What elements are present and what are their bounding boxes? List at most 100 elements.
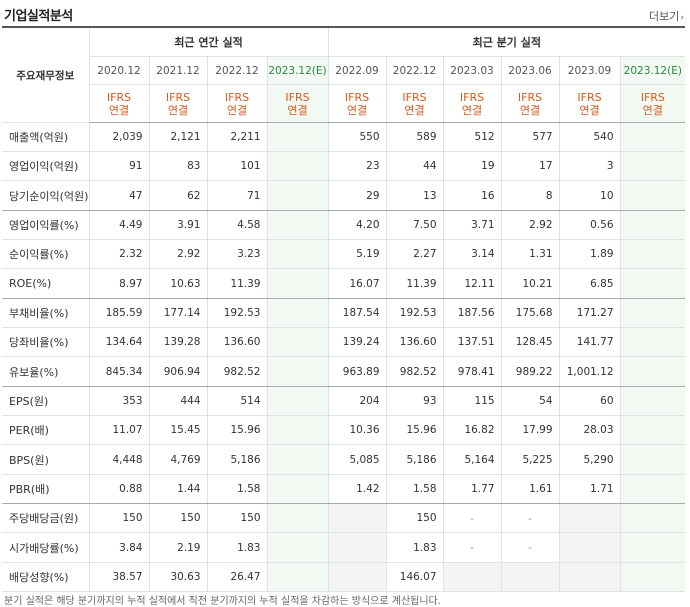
annual-value: 3.84 bbox=[89, 532, 150, 563]
quarter-value bbox=[328, 532, 387, 563]
quarter-value: 7.50 bbox=[386, 210, 444, 240]
annual-value: 150 bbox=[89, 503, 150, 533]
annual-value bbox=[267, 444, 329, 475]
table-row: 영업이익(억원) 91 83 101 23 44 19 17 3 bbox=[2, 151, 686, 181]
quarter-value: 29 bbox=[328, 180, 387, 211]
quarter-value: 93 bbox=[386, 386, 444, 416]
annual-value: 353 bbox=[89, 386, 150, 416]
table-row: 배당성향(%) 38.57 30.63 26.47 146.07 bbox=[2, 562, 686, 592]
annual-value: 5,186 bbox=[207, 444, 268, 475]
accounting-line2: 연결 bbox=[404, 103, 425, 117]
quarter-value: 989.22 bbox=[501, 356, 560, 387]
header-row-accounting: IFRS 연결 IFRS 연결 IFRS 연결 IFRS 연결 IFRS 연결 IFRS 연결 IFRS… bbox=[2, 84, 686, 123]
accounting-standard: IFRS 연결 bbox=[386, 84, 444, 123]
annual-period: 2022.12 bbox=[207, 56, 268, 85]
accounting-standard: IFRS 연결 bbox=[328, 84, 387, 123]
row-label: EPS(원) bbox=[2, 386, 90, 416]
annual-value bbox=[267, 356, 329, 387]
annual-value: 444 bbox=[149, 386, 208, 416]
annual-value bbox=[267, 415, 329, 445]
quarter-value: 1,001.12 bbox=[559, 356, 621, 387]
quarter-value: 5,164 bbox=[443, 444, 502, 475]
annual-value: 4.49 bbox=[89, 210, 150, 240]
quarter-value: 2.27 bbox=[386, 239, 444, 269]
quarter-value: 577 bbox=[501, 122, 560, 152]
quarter-value bbox=[620, 386, 686, 416]
quarter-value bbox=[620, 122, 686, 152]
row-label: 당기순이익(억원) bbox=[2, 180, 90, 211]
quarter-value: 16.82 bbox=[443, 415, 502, 445]
annual-value: 3.91 bbox=[149, 210, 208, 240]
quarter-value: 2.92 bbox=[501, 210, 560, 240]
annual-value: 1.83 bbox=[207, 532, 268, 563]
annual-value: 38.57 bbox=[89, 562, 150, 592]
annual-value bbox=[267, 532, 329, 563]
quarter-value: 146.07 bbox=[386, 562, 444, 592]
section-title: 기업실적분석 bbox=[4, 9, 73, 24]
quarter-value bbox=[559, 562, 621, 592]
annual-value: 30.63 bbox=[149, 562, 208, 592]
annual-value: 3.23 bbox=[207, 239, 268, 269]
quarter-value: 187.56 bbox=[443, 298, 502, 328]
quarter-value: 1.89 bbox=[559, 239, 621, 269]
more-link[interactable]: 더보기› bbox=[649, 8, 684, 24]
side-header: 주요재무정보 bbox=[2, 28, 90, 123]
annual-value: 4.58 bbox=[207, 210, 268, 240]
quarter-value: 512 bbox=[443, 122, 502, 152]
annual-value: 4,769 bbox=[149, 444, 208, 475]
annual-value: 192.53 bbox=[207, 298, 268, 328]
quarter-value: 115 bbox=[443, 386, 502, 416]
quarter-value: 10 bbox=[559, 180, 621, 211]
quarter-value: 204 bbox=[328, 386, 387, 416]
quarter-value: 10.21 bbox=[501, 268, 560, 299]
annual-value: 177.14 bbox=[149, 298, 208, 328]
annual-value: 11.07 bbox=[89, 415, 150, 445]
table-row: BPS(원) 4,448 4,769 5,186 5,085 5,186 5,164 5,22… bbox=[2, 444, 686, 475]
row-label: 영업이익률(%) bbox=[2, 210, 90, 240]
quarter-value bbox=[501, 562, 560, 592]
quarter-value: 4.20 bbox=[328, 210, 387, 240]
quarter-value bbox=[620, 268, 686, 299]
accounting-standard: IFRS 연결 bbox=[89, 84, 150, 123]
row-label: 매출액(억원) bbox=[2, 122, 90, 152]
quarter-value: 0.56 bbox=[559, 210, 621, 240]
quarter-value: 978.41 bbox=[443, 356, 502, 387]
accounting-line2: 연결 bbox=[287, 103, 308, 117]
annual-value: 982.52 bbox=[207, 356, 268, 387]
annual-value: 2,039 bbox=[89, 122, 150, 152]
quarter-value: 28.03 bbox=[559, 415, 621, 445]
quarter-value: 5,290 bbox=[559, 444, 621, 475]
accounting-line2: 연결 bbox=[519, 103, 541, 117]
annual-value: 101 bbox=[207, 151, 268, 181]
quarter-value: 12.11 bbox=[443, 268, 502, 299]
accounting-line1: IFRS bbox=[517, 90, 543, 104]
quarter-value: 589 bbox=[386, 122, 444, 152]
annual-value bbox=[267, 239, 329, 269]
annual-value: 2.19 bbox=[149, 532, 208, 563]
quarter-value bbox=[620, 562, 686, 592]
table-row: 당좌비율(%) 134.64 139.28 136.60 139.24 136.60 137… bbox=[2, 327, 686, 357]
annual-header: 최근 연간 실적 bbox=[89, 28, 329, 57]
quarter-value: 17 bbox=[501, 151, 560, 181]
row-label: 당좌비율(%) bbox=[2, 327, 90, 357]
quarter-value bbox=[559, 532, 621, 563]
quarter-value: 192.53 bbox=[386, 298, 444, 328]
quarter-value: 1.42 bbox=[328, 474, 387, 504]
quarter-value: 1.31 bbox=[501, 239, 560, 269]
quarter-value bbox=[620, 444, 686, 475]
annual-value: 906.94 bbox=[149, 356, 208, 387]
quarter-value bbox=[620, 503, 686, 533]
annual-value: 514 bbox=[207, 386, 268, 416]
annual-value: 150 bbox=[207, 503, 268, 533]
row-label: PER(배) bbox=[2, 415, 90, 445]
quarter-value: 60 bbox=[559, 386, 621, 416]
annual-value bbox=[267, 386, 329, 416]
quarter-value: 982.52 bbox=[386, 356, 444, 387]
quarter-value bbox=[620, 210, 686, 240]
accounting-line2: 연결 bbox=[346, 103, 368, 117]
accounting-standard: IFRS 연결 bbox=[620, 84, 686, 123]
annual-value: 2.92 bbox=[149, 239, 208, 269]
quarter-value: 3.71 bbox=[443, 210, 502, 240]
quarter-value: 19 bbox=[443, 151, 502, 181]
quarter-value: 128.45 bbox=[501, 327, 560, 357]
